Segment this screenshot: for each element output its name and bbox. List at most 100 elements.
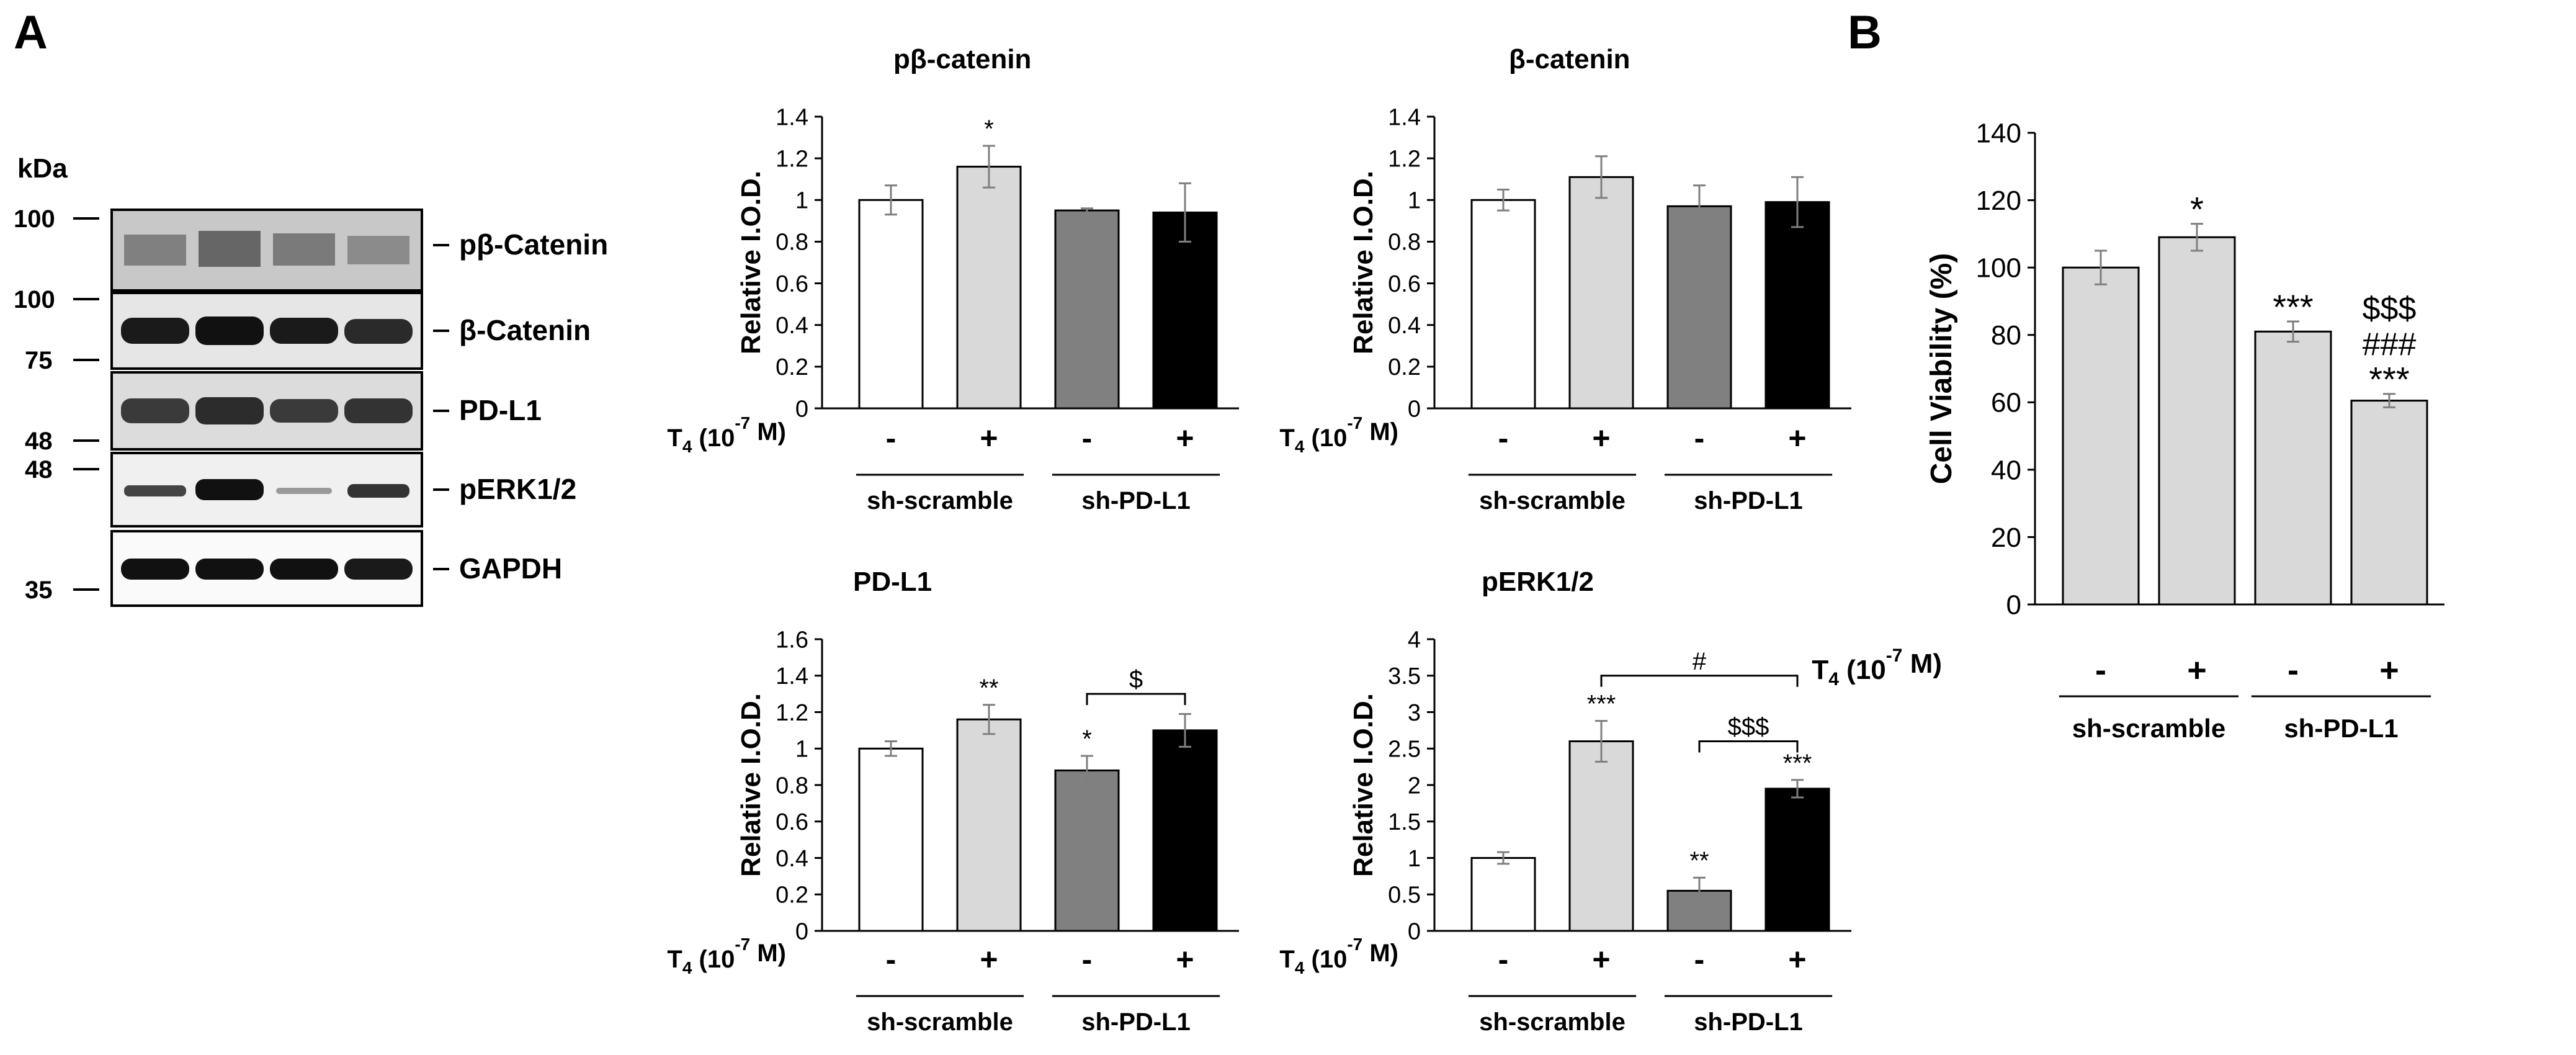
- y-tick-label: 1.4: [776, 104, 808, 130]
- y-tick-label: 3.5: [1388, 663, 1421, 689]
- y-tick-label: 2: [1408, 773, 1421, 799]
- treatment-sign: +: [2187, 652, 2207, 689]
- bracket-label: #: [1693, 648, 1707, 675]
- treatment-label: T4 (10-7 M): [1812, 645, 1942, 689]
- y-tick-label: 1: [1408, 188, 1421, 214]
- bar: [858, 747, 924, 932]
- y-tick-label: 0.5: [1388, 882, 1421, 909]
- bar: [1568, 176, 1634, 410]
- group-label: sh-PD-L1: [1081, 1008, 1191, 1036]
- treatment-sign: -: [1498, 421, 1509, 456]
- band-labels: pβ-Catenin β-Catenin PD-L1 pERK1/2 GAPDH: [433, 228, 608, 585]
- y-tick-label: 140: [1976, 118, 2021, 148]
- treatment-sign: +: [980, 942, 998, 977]
- y-tick-label: 60: [1991, 388, 2021, 418]
- significance-label: ###: [2363, 327, 2417, 363]
- bar: [2254, 330, 2332, 606]
- bracket-label: $: [1129, 666, 1143, 693]
- group-label: sh-scramble: [1479, 1008, 1626, 1036]
- blot-strip-pd-l1: [110, 371, 423, 451]
- y-tick-label: 1.6: [776, 627, 808, 653]
- y-axis-label: Relative I.O.D.: [736, 693, 766, 877]
- bar: [1054, 770, 1120, 932]
- y-axis-label: Cell Viability (%): [1925, 253, 1958, 485]
- significance-label: ***: [1783, 750, 1812, 777]
- significance-label: ***: [1587, 691, 1616, 718]
- chart-title: pβ-catenin: [893, 44, 1031, 74]
- chart-title: β-catenin: [1509, 44, 1630, 74]
- bar: [2158, 236, 2236, 606]
- marker-100-b: 100: [14, 286, 55, 313]
- y-tick-label: 0.8: [776, 230, 808, 256]
- y-tick-label: 0.8: [1388, 230, 1421, 256]
- y-tick-label: 0.6: [1388, 271, 1421, 297]
- significance-label: **: [1689, 847, 1709, 874]
- marker-48-a: 48: [25, 428, 53, 455]
- marker-48-b: 48: [25, 456, 53, 483]
- y-tick-label: 1.5: [1388, 809, 1421, 835]
- chart-3: pERK1/2 0 0.5 1 1.5 2 2.5 3 3.5 4 Relative I.O.D. *…: [1279, 567, 1851, 1036]
- treatment-sign: +: [2379, 652, 2399, 689]
- significance-label: *: [984, 115, 994, 143]
- marker-labels: 100 100 75 48 48 35: [14, 205, 99, 604]
- bar: [2350, 400, 2428, 606]
- treatment-sign: +: [1788, 421, 1806, 456]
- significance-label: $$$: [2363, 291, 2417, 327]
- treatment-sign: -: [1498, 942, 1509, 977]
- band-label-perk: pERK1/2: [459, 473, 576, 505]
- y-tick-label: 1.2: [776, 146, 808, 172]
- comparison-bracket: [1600, 675, 1799, 687]
- group-label: sh-scramble: [2072, 714, 2225, 743]
- chart-1: β-catenin 0 0.2 0.4 0.6 0.8 1 1.2 1.4 Relative I.…: [1279, 44, 1851, 514]
- bar: [956, 718, 1022, 932]
- treatment-sign: -: [2288, 652, 2299, 689]
- group-label: sh-scramble: [867, 487, 1013, 514]
- comparison-bracket: [1698, 740, 1799, 753]
- bar: [1152, 729, 1218, 932]
- treatment-sign: +: [1592, 942, 1610, 977]
- bar: [956, 166, 1022, 410]
- marker-100-a: 100: [14, 205, 55, 233]
- bar: [2062, 266, 2140, 606]
- group-label: sh-scramble: [867, 1008, 1013, 1036]
- y-tick-label: 0.4: [776, 846, 808, 872]
- treatment-label: T4 (10-7 M): [1279, 413, 1398, 456]
- treatment-sign: -: [1082, 942, 1093, 977]
- blot-strip-pb-catenin: [110, 209, 423, 292]
- significance-label: **: [979, 675, 998, 702]
- group-label: sh-scramble: [1479, 487, 1626, 514]
- y-tick-label: 1.4: [1388, 104, 1421, 130]
- group-label: sh-PD-L1: [1694, 487, 1803, 514]
- panel-label-b: B: [1848, 6, 1882, 59]
- marker-75: 75: [25, 347, 53, 374]
- treatment-sign: -: [2095, 652, 2106, 689]
- y-tick-label: 1.2: [1388, 146, 1421, 172]
- treatment-sign: -: [886, 421, 897, 456]
- treatment-sign: -: [1694, 421, 1705, 456]
- bar: [858, 199, 924, 410]
- y-tick-label: 1.4: [776, 663, 808, 689]
- y-tick-label: 1: [795, 188, 808, 214]
- bar: [1764, 788, 1830, 932]
- marker-35: 35: [25, 577, 53, 604]
- y-tick-label: 120: [1976, 186, 2021, 216]
- significance-label: *: [1082, 725, 1092, 753]
- treatment-sign: -: [1082, 421, 1093, 456]
- chart-title: PD-L1: [853, 567, 932, 597]
- blot-strip-perk: [110, 452, 423, 528]
- y-tick-label: 1: [795, 737, 808, 763]
- y-tick-label: 0.4: [1388, 313, 1421, 339]
- y-tick-label: 0: [1408, 918, 1421, 945]
- chart-0: pβ-catenin 0 0.2 0.4 0.6 0.8 1 1.2 1.4 Relative I…: [667, 44, 1239, 514]
- bar: [1470, 199, 1536, 410]
- group-label: sh-PD-L1: [1694, 1008, 1803, 1036]
- y-tick-label: 1.2: [776, 700, 808, 726]
- bar: [1054, 209, 1120, 410]
- y-tick-label: 1: [1408, 846, 1421, 872]
- panel-label-a: A: [14, 6, 48, 59]
- bar: [1470, 857, 1536, 932]
- y-tick-label: 0: [1408, 396, 1421, 422]
- significance-label: *: [2190, 190, 2204, 229]
